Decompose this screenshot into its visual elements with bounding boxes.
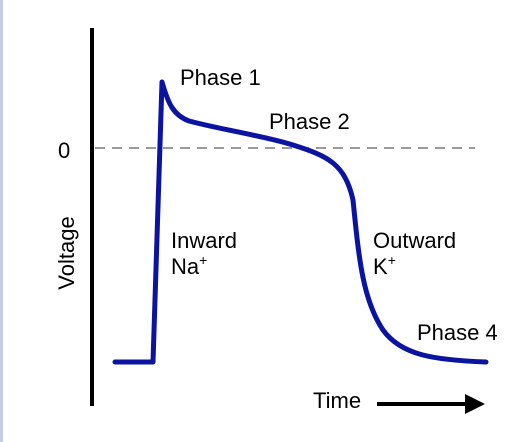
phase-4-label: Phase 4: [417, 320, 498, 345]
phase-1-label: Phase 1: [180, 65, 261, 90]
zero-tick-label: 0: [58, 138, 71, 163]
diagram-canvas: [90, 28, 489, 414]
inward-ion-charge: +: [199, 252, 208, 269]
inward-current-label: Inward Na+: [171, 228, 237, 281]
outward-current-label: Outward K+: [373, 228, 456, 281]
action-potential-curve: [112, 79, 489, 365]
y-axis-label: Voltage: [54, 216, 79, 290]
outward-text: Outward: [373, 228, 457, 253]
inward-ion: Na+: [171, 252, 237, 280]
inward-ion-symbol: Na: [171, 254, 200, 280]
outward-ion: K+: [373, 252, 456, 280]
phase-2-label: Phase 2: [269, 109, 350, 134]
x-axis-label: Time: [313, 388, 362, 413]
inward-text: Inward: [171, 228, 238, 253]
right-arrow-icon: [377, 394, 485, 414]
outward-ion-charge: +: [387, 252, 396, 269]
outward-ion-symbol: K: [373, 254, 388, 280]
